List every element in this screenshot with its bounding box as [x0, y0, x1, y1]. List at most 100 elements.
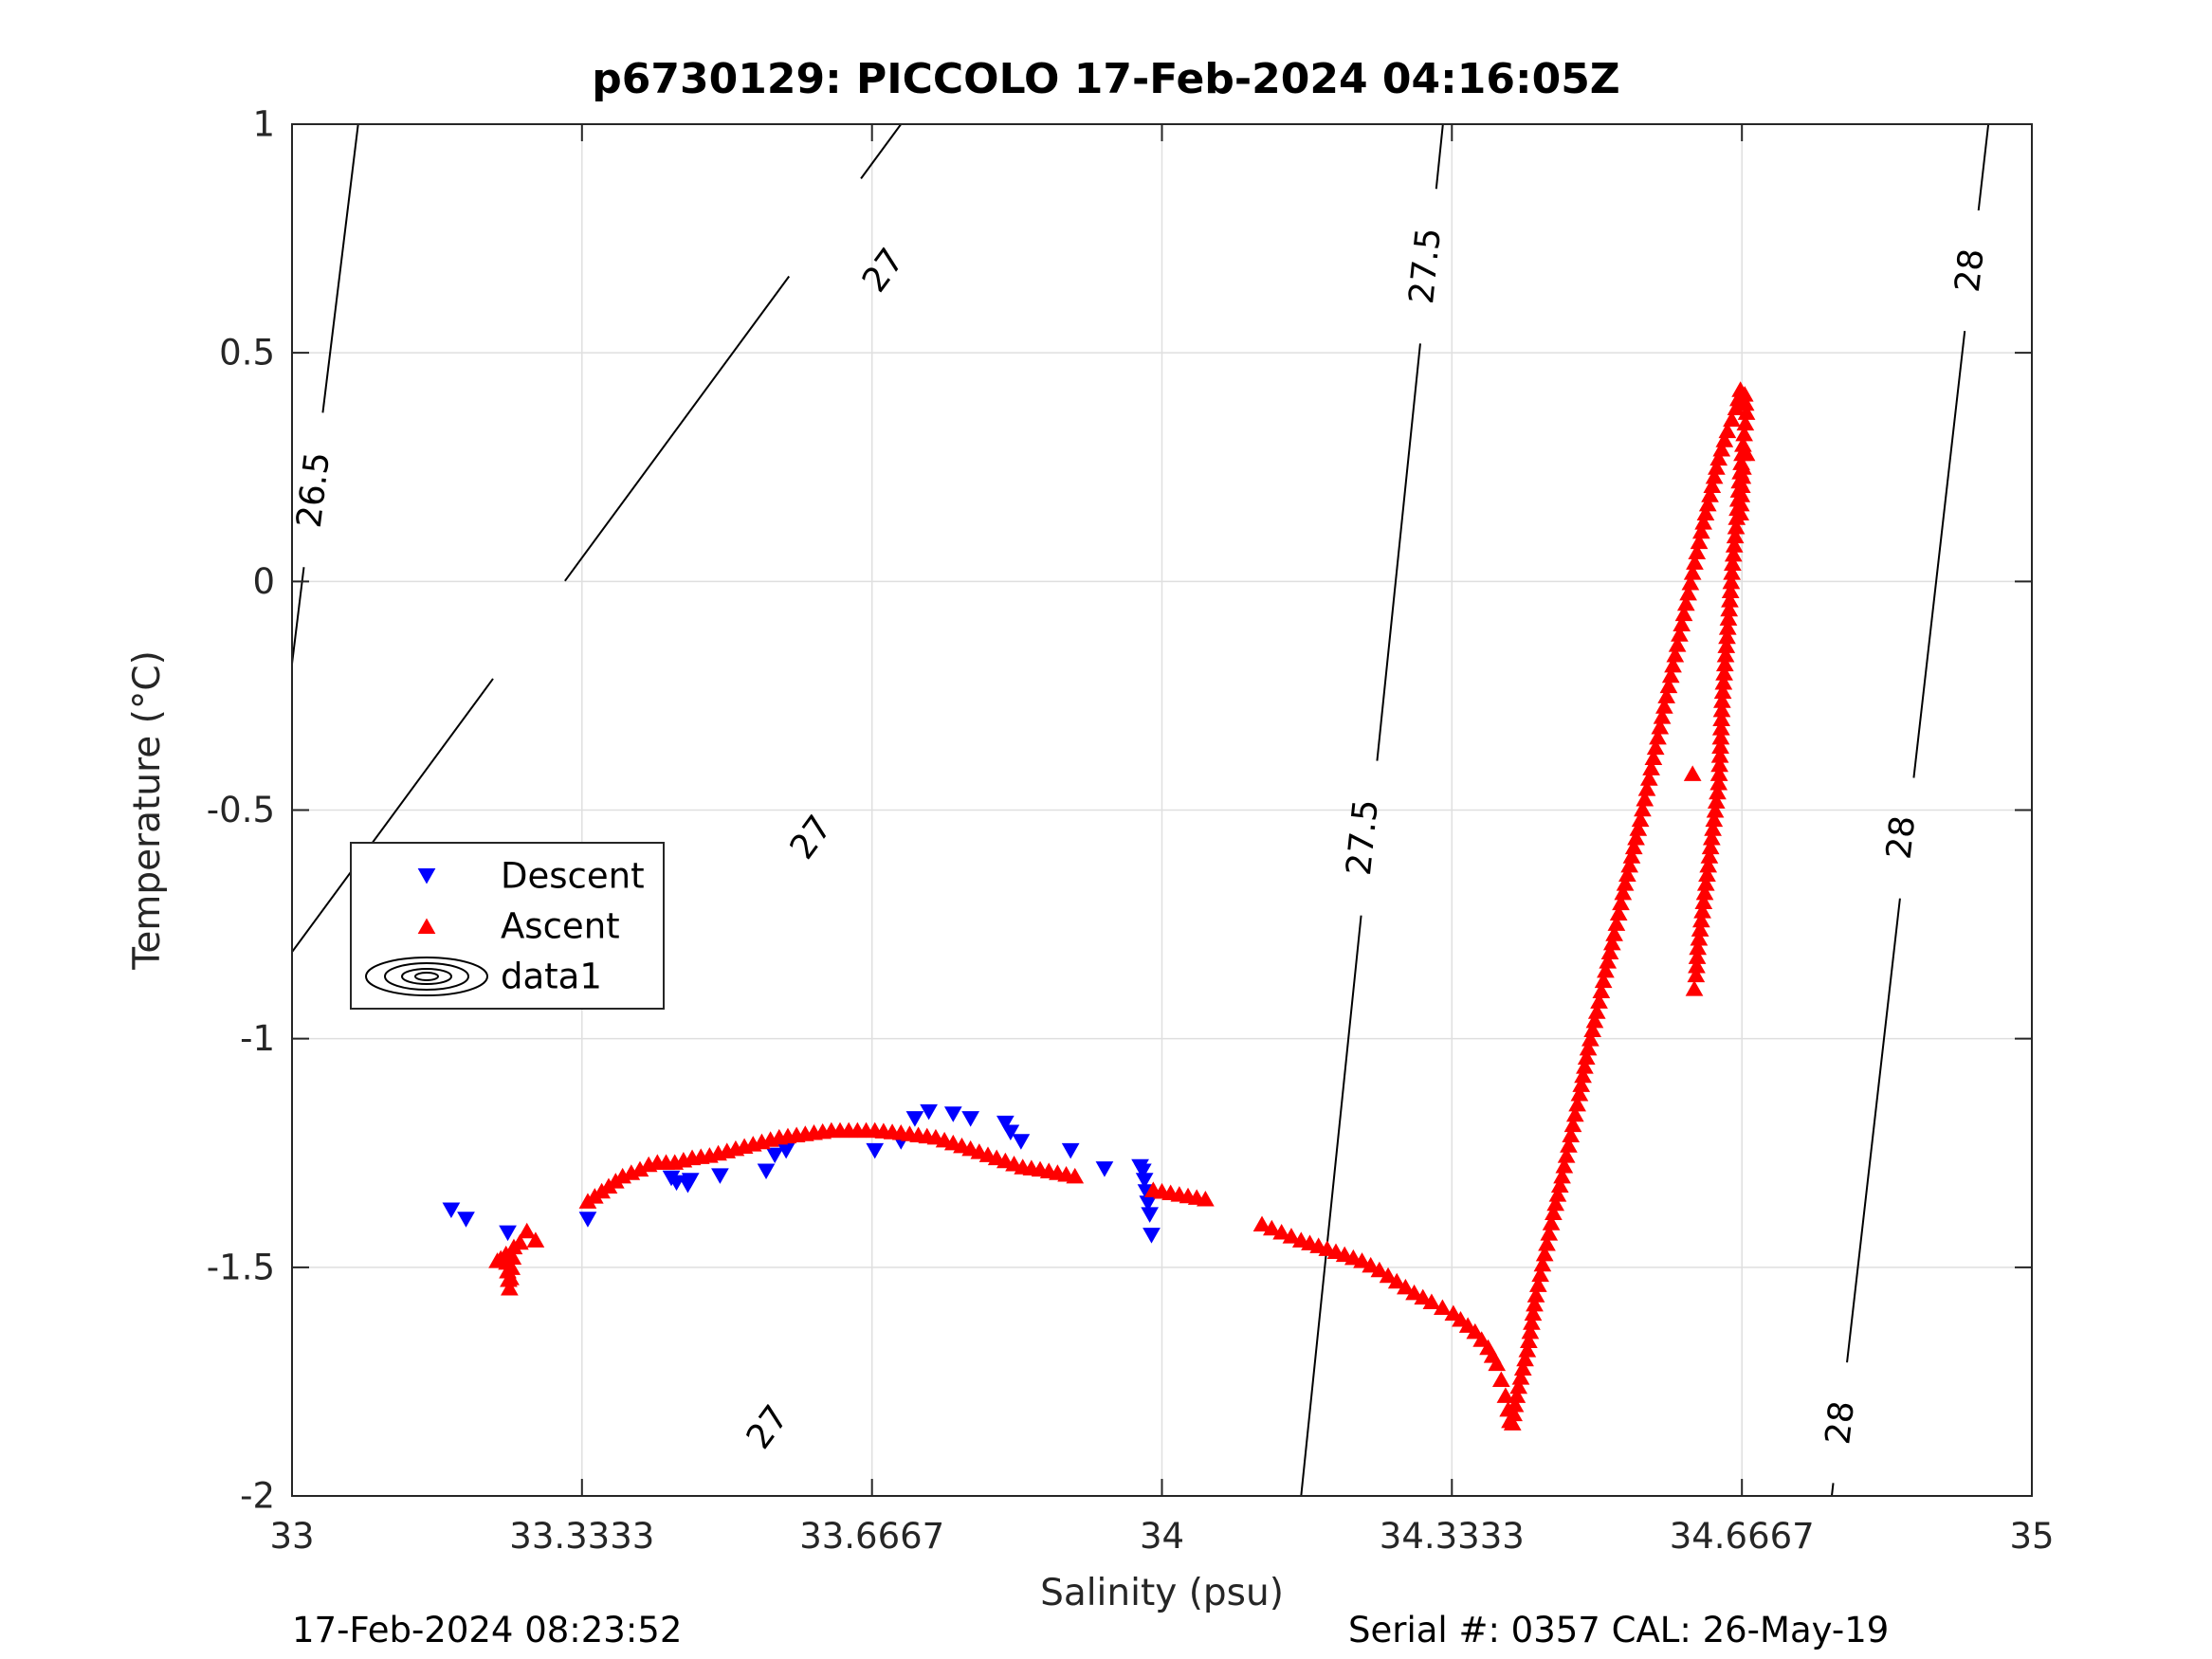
ascent-point [1622, 848, 1641, 864]
ascent-point [1422, 1293, 1441, 1310]
ascent-point [1637, 780, 1656, 796]
ascent-point [1538, 1234, 1556, 1251]
descent-point [711, 1168, 729, 1184]
ascent-point [1557, 1147, 1576, 1163]
ascent-point [1252, 1215, 1271, 1232]
ascent-point [1511, 1369, 1530, 1385]
ascent-point [1694, 514, 1713, 530]
ascent-point [1688, 543, 1707, 559]
ascent-point [1607, 915, 1626, 931]
descent-point [681, 1173, 700, 1189]
x-axis-label: Salinity (psu) [1040, 1572, 1284, 1614]
ascent-point [502, 1269, 520, 1285]
ascent-point [1683, 765, 1702, 781]
contour-line [1435, 124, 1444, 190]
ascent-point [1531, 1266, 1549, 1283]
ascent-point [511, 1233, 529, 1250]
ascent-point [1671, 626, 1689, 642]
ascent-point [1563, 1116, 1582, 1133]
legend-ascent-marker [417, 918, 436, 934]
x-tick-label: 35 [2009, 1516, 2054, 1557]
legend[interactable]: Descent Ascent data1 [350, 842, 665, 1010]
ascent-point [1636, 790, 1654, 807]
ascent-point [1673, 615, 1691, 631]
ascent-point [1646, 738, 1665, 756]
x-tick-label: 34 [1140, 1516, 1184, 1557]
ascent-point [1555, 1157, 1574, 1174]
contour-line [292, 567, 305, 665]
ascent-point [1458, 1317, 1477, 1333]
contour-label: 28 [1879, 813, 1923, 861]
ascent-point [1649, 728, 1667, 745]
contour-line [1846, 898, 1901, 1363]
grid [291, 123, 2033, 1497]
ascent-point [518, 1222, 537, 1239]
descent-point [905, 1111, 924, 1127]
ascent-point [1708, 459, 1726, 475]
ascent-point [1723, 410, 1741, 428]
ascent-point [1644, 749, 1663, 766]
ascent-point [1550, 1176, 1569, 1194]
descent-point [866, 1142, 885, 1159]
ascent-point [1353, 1252, 1371, 1268]
legend-descent-marker [417, 868, 436, 884]
ascent-point [1505, 1405, 1523, 1422]
ascent-point [1579, 1039, 1598, 1056]
descent-point [943, 1106, 962, 1122]
descent-point [1141, 1207, 1160, 1223]
ascent-point [1631, 811, 1650, 828]
ascent-point [1602, 934, 1621, 951]
ascent-point [1668, 636, 1687, 652]
ascent-point [1737, 445, 1756, 462]
y-tick-label: 0 [252, 561, 275, 602]
ascent-point [1491, 1371, 1510, 1388]
ascent-point [1546, 1194, 1565, 1212]
ascent-point [1691, 522, 1710, 539]
ascent-point [1600, 943, 1619, 960]
descent-series [442, 1103, 1161, 1244]
ascent-point [1718, 422, 1737, 439]
x-tick-label: 33.3333 [509, 1516, 654, 1557]
ascent-point [1362, 1256, 1380, 1273]
contour-label: 27 [740, 1398, 796, 1456]
ascent-point [1657, 687, 1676, 703]
y-tick-label: -2 [240, 1476, 275, 1517]
ascent-point [1609, 904, 1628, 921]
ascent-point [1627, 829, 1645, 846]
ascent-point [1452, 1310, 1470, 1327]
footer-serial-cal: Serial #: 0357 CAL: 26-May-19 [1348, 1610, 1890, 1650]
ascent-point [1535, 1245, 1554, 1262]
ascent-point [1712, 440, 1731, 457]
contour-line [1912, 331, 1966, 778]
descent-point [442, 1202, 461, 1219]
ascent-point [1568, 1095, 1586, 1112]
x-tick-label: 33 [269, 1516, 314, 1557]
descent-point [1001, 1124, 1020, 1141]
ascent-point [1520, 1332, 1538, 1349]
contour-label: 26.5 [290, 450, 338, 531]
ascent-point [1496, 1387, 1515, 1403]
chart-title: p6730129: PICCOLO 17-Feb-2024 04:16:05Z [592, 55, 1620, 103]
ascent-series [488, 381, 1756, 1431]
ascent-point [1679, 584, 1697, 601]
ascent-point [1592, 982, 1611, 999]
descent-point [1095, 1161, 1114, 1177]
ascent-point [1681, 574, 1700, 591]
ascent-point [1705, 467, 1724, 484]
contour-line [1830, 1483, 1835, 1496]
ascent-point [1620, 856, 1639, 873]
ascent-point [1521, 1322, 1540, 1340]
ascent-point [1629, 820, 1648, 836]
contour-line [0, 1083, 196, 1496]
descent-point [765, 1147, 784, 1164]
descent-point [1061, 1142, 1080, 1159]
ascent-point [1651, 718, 1670, 735]
ascent-point [1513, 1359, 1532, 1376]
ascent-point [1576, 1058, 1594, 1074]
contour-line [1300, 915, 1362, 1496]
legend-entry: Descent [501, 856, 645, 897]
ascent-point [1405, 1284, 1423, 1301]
descent-point [499, 1225, 517, 1242]
